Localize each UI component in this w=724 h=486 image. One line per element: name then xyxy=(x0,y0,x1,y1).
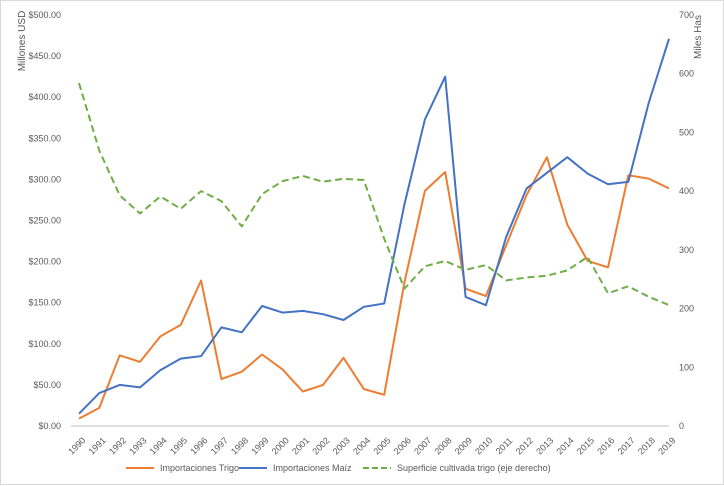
x-tick-label: 1997 xyxy=(209,435,230,456)
x-tick-label: 2006 xyxy=(392,435,413,456)
legend-label: Importaciones Trigo xyxy=(160,463,239,473)
x-tick-label: 2018 xyxy=(636,435,657,456)
y-right-tick-label: 200 xyxy=(679,304,694,314)
x-tick-label: 2012 xyxy=(514,435,535,456)
x-tick-label: 2003 xyxy=(331,435,352,456)
x-tick-label: 2001 xyxy=(290,435,311,456)
axes: $0.00 $50.00 $100.00 $150.00 $200.00 $250.00 $… xyxy=(17,10,704,456)
x-tick-label: 1990 xyxy=(66,435,87,456)
y-right-tick-label: 700 xyxy=(679,10,694,20)
y-right-tick-label: 300 xyxy=(679,245,694,255)
y-tick-label: $500.00 xyxy=(28,10,61,20)
x-tick-label: 2016 xyxy=(595,435,616,456)
y-tick-label: $200.00 xyxy=(28,257,61,267)
x-tick-label: 2010 xyxy=(473,435,494,456)
legend-label: Superficie cultivada trigo (eje derecho) xyxy=(397,463,551,473)
series-lines xyxy=(78,38,670,420)
y-axis-title: Millones USD xyxy=(17,11,28,72)
x-tick-label: 2015 xyxy=(575,435,596,456)
x-tick-label: 1995 xyxy=(168,435,189,456)
legend-label: Importaciones Maíz xyxy=(273,463,352,473)
x-tick-label: 2013 xyxy=(534,435,555,456)
x-tick-label: 2017 xyxy=(616,435,637,456)
x-tick-label: 1994 xyxy=(148,435,169,456)
y-tick-label: $100.00 xyxy=(28,339,61,349)
x-tick-label: 1998 xyxy=(229,435,250,456)
y-right-tick-label: 100 xyxy=(679,362,694,372)
y-tick-label: $350.00 xyxy=(28,133,61,143)
x-tick-label: 1996 xyxy=(188,435,209,456)
x-tick-label: 2009 xyxy=(453,435,474,456)
y-right-tick-label: 500 xyxy=(679,127,694,137)
x-tick-label: 1993 xyxy=(127,435,148,456)
series-line-1 xyxy=(78,156,670,420)
y-tick-label: $450.00 xyxy=(28,51,61,61)
y-right-tick-label: 400 xyxy=(679,186,694,196)
y-tick-label: $250.00 xyxy=(28,216,61,226)
x-tick-label: 1991 xyxy=(87,435,108,456)
y-right-tick-label: 0 xyxy=(679,421,684,431)
y-right-tick-label: 600 xyxy=(679,69,694,79)
x-tick-label: 2004 xyxy=(351,435,372,456)
y-tick-label: $150.00 xyxy=(28,298,61,308)
x-tick-label: 2007 xyxy=(412,435,433,456)
legend: Importaciones Trigo Importaciones Maíz Sup… xyxy=(126,463,551,473)
x-tick-label: 2014 xyxy=(555,435,576,456)
x-tick-label: 2002 xyxy=(310,435,331,456)
y-tick-label: $300.00 xyxy=(28,174,61,184)
y-tick-label: $0.00 xyxy=(38,421,61,431)
series-line-3 xyxy=(78,82,670,306)
x-tick-label: 2000 xyxy=(270,435,291,456)
y-tick-label: $50.00 xyxy=(33,380,61,390)
x-tick-label: 2008 xyxy=(432,435,453,456)
x-tick-label: 1992 xyxy=(107,435,128,456)
x-tick-label: 2005 xyxy=(371,435,392,456)
x-tick-label: 1999 xyxy=(249,435,270,456)
y-tick-label: $400.00 xyxy=(28,92,61,102)
x-tick-label: 2019 xyxy=(656,435,677,456)
x-tick-label: 2011 xyxy=(494,435,515,456)
series-line-2 xyxy=(78,38,670,415)
y-right-axis-title: Miles Has xyxy=(693,15,704,59)
